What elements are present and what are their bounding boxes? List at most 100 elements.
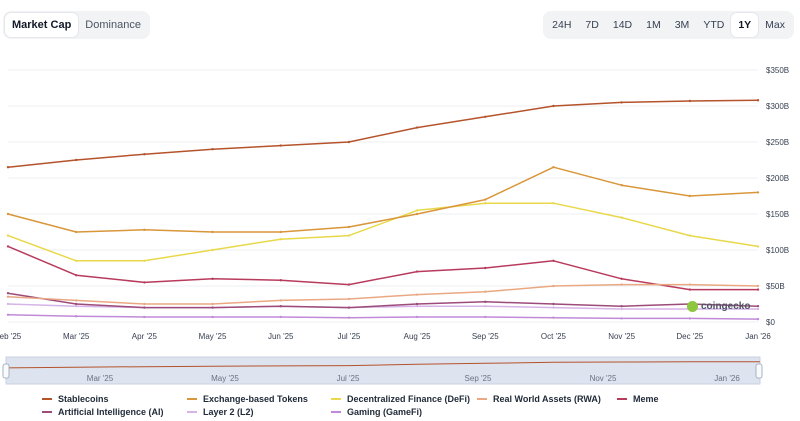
series-point-1 [620,184,623,187]
y-tick-label: $50B [766,282,785,291]
x-tick-label: Dec '25 [676,332,703,341]
range-button-max[interactable]: Max [765,19,785,31]
legend-label: Gaming (GameFi) [347,407,423,417]
x-tick-label: Jan '26 [745,332,771,341]
range-button-1m[interactable]: 1M [646,19,661,31]
series-point-5 [74,302,78,306]
series-point-0 [6,166,10,169]
tab-market-cap[interactable]: Market Cap [5,13,79,37]
legend-swatch [42,398,52,400]
chart-legend: Stablecoins Exchange-based Tokens Decentra… [42,393,762,418]
series-point-2 [415,209,419,212]
series-point-6 [484,304,487,308]
series-point-4 [347,283,351,286]
y-tick-label: $350B [766,66,789,75]
series-point-4 [74,274,78,277]
series-point-1 [74,230,78,234]
navigator-tick-label: Nov '25 [590,374,617,383]
series-point-3 [552,284,555,288]
navigator-left-handle[interactable] [2,363,10,379]
series-point-1 [415,212,419,216]
series-point-0 [279,144,282,147]
legend-item[interactable]: Stablecoins [42,393,187,405]
series-point-3 [347,297,351,301]
y-tick-label: $150B [766,210,789,219]
navigator-window[interactable] [5,356,761,385]
x-tick-label: Jun '25 [268,332,294,341]
series-point-6 [74,304,78,308]
navigator-right-handle[interactable] [755,363,763,379]
series-point-2 [688,234,692,237]
watermark: coingecko [687,301,750,312]
series-point-7 [552,316,555,319]
range-button-ytd[interactable]: YTD [703,19,725,31]
series-point-5 [143,306,146,309]
legend-label: Artificial Intelligence (AI) [58,407,164,417]
series-point-3 [756,284,760,288]
series-point-5 [552,302,555,306]
time-range-selector: 24H 7D 14D 1M 3M YTD 1Y Max [543,11,794,39]
navigator-tick-label: Sep '25 [465,374,492,383]
series-point-3 [415,293,419,296]
series-point-2 [279,238,282,241]
series-point-0 [143,153,146,156]
legend-item[interactable]: Decentralized Finance (DeFi) [331,393,477,405]
series-point-7 [688,317,692,320]
x-tick-label: Aug '25 [404,332,431,341]
series-point-1 [688,194,692,198]
legend-swatch [187,411,197,413]
series-point-6 [415,304,419,308]
series-point-3 [6,295,10,298]
x-tick-label: May '25 [199,332,227,341]
legend-swatch [42,411,52,413]
series-point-7 [756,317,760,321]
series-point-2 [756,245,760,248]
series-point-7 [211,315,214,319]
y-tick-label: $300B [766,102,789,111]
series-line-7 [7,314,759,320]
series-point-5 [756,304,760,308]
legend-item[interactable]: Real World Assets (RWA) [477,393,617,405]
x-tick-label: Sep '25 [472,332,499,341]
legend-item[interactable]: Layer 2 (L2) [187,406,331,418]
series-point-6 [6,302,10,306]
navigator-series-line [5,361,760,369]
series-point-3 [279,299,282,302]
range-button-7d[interactable]: 7D [585,19,599,31]
navigator-tick-label: Jan '26 [714,374,740,383]
series-line-2 [7,202,759,262]
range-button-14d[interactable]: 14D [612,19,633,31]
tab-dominance[interactable]: Dominance [85,19,141,31]
series-point-1 [484,198,487,201]
legend-swatch [617,398,627,400]
series-point-5 [620,304,623,308]
legend-item[interactable]: Artificial Intelligence (AI) [42,406,187,418]
legend-swatch [187,398,197,400]
market-cap-chart: $0 $50B $100B $150B $200B $250B $300B $350B Feb … [0,66,789,385]
series-point-4 [620,277,623,280]
x-tick-label: Feb '25 [0,332,22,341]
series-point-5 [279,304,282,308]
series-point-3 [484,290,487,293]
series-point-7 [620,317,623,320]
series-line-0 [7,99,759,168]
legend-item[interactable]: Exchange-based Tokens [187,393,331,405]
series-point-2 [74,259,78,262]
series-point-0 [347,140,351,144]
series-point-6 [620,307,623,311]
range-button-3m[interactable]: 3M [674,19,690,31]
series-point-7 [484,315,487,319]
series-point-3 [211,302,214,306]
legend-label: Real World Assets (RWA) [493,394,601,404]
series-point-7 [415,315,419,319]
series-point-0 [688,99,692,103]
legend-item[interactable]: Gaming (GameFi) [331,406,477,418]
series-point-4 [143,281,146,284]
series-point-5 [211,306,214,309]
series-point-2 [484,202,487,205]
legend-item[interactable]: Meme [617,393,727,405]
range-button-24h[interactable]: 24H [552,19,572,31]
series-point-1 [143,228,146,232]
range-button-1y[interactable]: 1Y [731,13,759,37]
series-point-4 [279,279,282,282]
